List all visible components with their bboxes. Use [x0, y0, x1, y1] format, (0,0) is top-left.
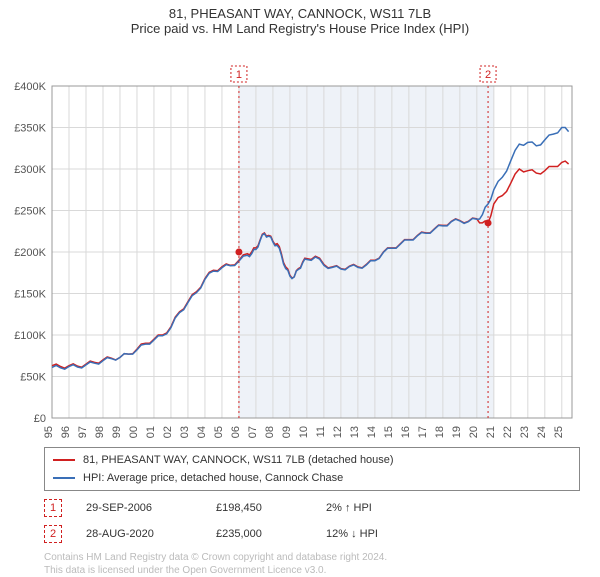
legend-label: HPI: Average price, detached house, Cann…	[83, 470, 343, 486]
svg-text:2009: 2009	[281, 426, 293, 438]
svg-text:£150K: £150K	[14, 289, 46, 301]
svg-text:£300K: £300K	[14, 164, 46, 176]
svg-text:2006: 2006	[230, 426, 242, 438]
chart-subtitle: Price paid vs. HM Land Registry's House …	[0, 21, 600, 40]
legend-swatch	[53, 459, 75, 461]
svg-text:2013: 2013	[349, 426, 361, 438]
event-price: £198,450	[216, 502, 326, 514]
price-chart: £0 £50K £100K £150K £200K £250K £300K £350K £400…	[0, 40, 600, 438]
svg-text:£250K: £250K	[14, 206, 46, 218]
svg-text:2023: 2023	[519, 426, 531, 438]
svg-text:2007: 2007	[247, 426, 259, 438]
svg-text:2011: 2011	[315, 426, 327, 438]
svg-text:£200K: £200K	[14, 247, 46, 259]
chart-title: 81, PHEASANT WAY, CANNOCK, WS11 7LB	[0, 0, 600, 21]
svg-text:2022: 2022	[502, 426, 514, 438]
svg-text:2003: 2003	[179, 426, 191, 438]
svg-text:2: 2	[485, 69, 491, 81]
svg-text:2001: 2001	[145, 426, 157, 438]
svg-text:2025: 2025	[553, 426, 565, 438]
svg-text:2017: 2017	[417, 426, 429, 438]
svg-text:2004: 2004	[196, 426, 208, 438]
svg-text:2002: 2002	[162, 426, 174, 438]
svg-text:2010: 2010	[298, 426, 310, 438]
event-row: 1 29-SEP-2006 £198,450 2% ↑ HPI	[44, 499, 580, 517]
svg-text:£350K: £350K	[14, 123, 46, 135]
event-delta: 12% ↓ HPI	[326, 528, 436, 540]
svg-text:1995: 1995	[43, 426, 55, 438]
legend-label: 81, PHEASANT WAY, CANNOCK, WS11 7LB (det…	[83, 452, 394, 468]
legend-swatch	[53, 477, 75, 479]
legend-box: 81, PHEASANT WAY, CANNOCK, WS11 7LB (det…	[44, 447, 580, 491]
svg-text:1996: 1996	[60, 426, 72, 438]
event-date: 29-SEP-2006	[86, 502, 216, 514]
svg-text:2012: 2012	[332, 426, 344, 438]
svg-text:1: 1	[236, 69, 242, 81]
svg-text:2015: 2015	[383, 426, 395, 438]
svg-text:2018: 2018	[434, 426, 446, 438]
svg-text:1998: 1998	[94, 426, 106, 438]
legend-item: 81, PHEASANT WAY, CANNOCK, WS11 7LB (det…	[53, 452, 571, 468]
svg-text:1999: 1999	[111, 426, 123, 438]
svg-text:2008: 2008	[264, 426, 276, 438]
events-table: 1 29-SEP-2006 £198,450 2% ↑ HPI 2 28-AUG…	[44, 499, 580, 543]
svg-text:£50K: £50K	[20, 372, 46, 384]
event-delta: 2% ↑ HPI	[326, 502, 436, 514]
svg-text:2000: 2000	[128, 426, 140, 438]
footer-line: Contains HM Land Registry data © Crown c…	[44, 552, 387, 563]
svg-text:1997: 1997	[77, 426, 89, 438]
svg-text:£400K: £400K	[14, 81, 46, 93]
svg-text:2014: 2014	[366, 426, 378, 438]
event-date: 28-AUG-2020	[86, 528, 216, 540]
event-marker-icon: 1	[44, 499, 62, 517]
svg-text:2016: 2016	[400, 426, 412, 438]
svg-text:2020: 2020	[468, 426, 480, 438]
event-marker-icon: 2	[44, 525, 62, 543]
chart-container: 81, PHEASANT WAY, CANNOCK, WS11 7LB Pric…	[0, 0, 600, 560]
svg-text:£0: £0	[34, 413, 46, 425]
svg-text:2024: 2024	[536, 426, 548, 438]
event-row: 2 28-AUG-2020 £235,000 12% ↓ HPI	[44, 525, 580, 543]
svg-text:2021: 2021	[485, 426, 497, 438]
footer-text: Contains HM Land Registry data © Crown c…	[44, 551, 580, 577]
event-price: £235,000	[216, 528, 326, 540]
legend-item: HPI: Average price, detached house, Cann…	[53, 470, 571, 486]
svg-text:2019: 2019	[451, 426, 463, 438]
svg-text:£100K: £100K	[14, 330, 46, 342]
svg-text:2005: 2005	[213, 426, 225, 438]
footer-line: This data is licensed under the Open Gov…	[44, 565, 326, 576]
